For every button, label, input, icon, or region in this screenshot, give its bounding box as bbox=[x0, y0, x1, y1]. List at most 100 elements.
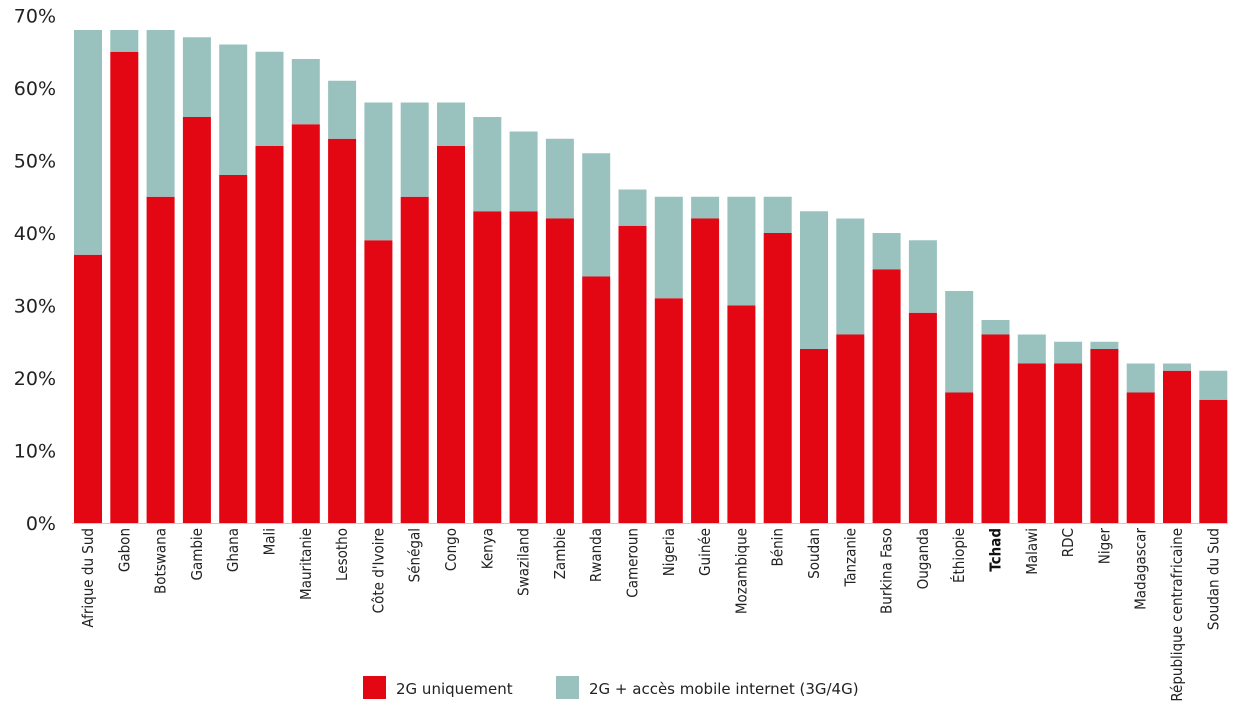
bar-group bbox=[328, 80, 357, 523]
bar-2g-only bbox=[582, 276, 611, 523]
bar-2g-only bbox=[654, 298, 683, 523]
bar-2g-plus-mobile-internet bbox=[291, 59, 320, 125]
x-tick-label: Mali bbox=[261, 528, 279, 555]
bar-2g-only bbox=[182, 117, 211, 523]
x-tick-label: Kenya bbox=[478, 528, 496, 569]
bar-group bbox=[908, 240, 937, 523]
bar-group bbox=[255, 51, 284, 523]
legend-label: 2G + accès mobile internet (3G/4G) bbox=[589, 680, 859, 698]
bar-2g-plus-mobile-internet bbox=[872, 233, 901, 270]
bar-group bbox=[74, 30, 102, 523]
bar-2g-plus-mobile-internet bbox=[328, 80, 357, 139]
x-tick-label: Malawi bbox=[1023, 528, 1041, 575]
bar-group bbox=[691, 196, 720, 523]
x-tick-label: République centrafricaine bbox=[1168, 528, 1186, 702]
bar-2g-plus-mobile-internet bbox=[1199, 370, 1228, 400]
bar-2g-only bbox=[74, 254, 102, 523]
bar-2g-plus-mobile-internet bbox=[364, 102, 393, 241]
x-tick-label: Gabon bbox=[115, 528, 133, 572]
bar-group bbox=[291, 59, 320, 523]
bar-group bbox=[182, 37, 211, 523]
bar-2g-plus-mobile-internet bbox=[219, 44, 248, 175]
bar-2g-plus-mobile-internet bbox=[255, 51, 284, 146]
bar-2g-only bbox=[219, 175, 248, 523]
y-tick-label: 60% bbox=[14, 78, 56, 100]
x-tick-label: Burkina Faso bbox=[878, 528, 896, 614]
y-axis: 0% 10% 20% 30% 40% 50% 60% 70% bbox=[14, 6, 56, 536]
bar-2g-only bbox=[691, 218, 720, 523]
x-axis: Afrique du Sud Gabon Botswana Gambie Ghana Ma… bbox=[72, 523, 1228, 702]
bar-2g-only bbox=[1017, 363, 1046, 523]
bar-2g-plus-mobile-internet bbox=[437, 102, 465, 146]
bar-2g-only bbox=[1054, 363, 1083, 523]
y-tick-label: 40% bbox=[14, 223, 56, 245]
bar-2g-only bbox=[255, 146, 284, 523]
y-tick-label: 0% bbox=[26, 513, 56, 535]
x-tick-label: Ghana bbox=[224, 528, 242, 572]
bar-2g-plus-mobile-internet bbox=[545, 138, 574, 219]
bar-2g-only bbox=[908, 312, 937, 523]
legend: 2G uniquement 2G + accès mobile internet … bbox=[363, 676, 859, 699]
y-tick-label: 70% bbox=[14, 6, 56, 28]
bar-2g-plus-mobile-internet bbox=[582, 153, 611, 277]
bar-2g-only bbox=[509, 211, 538, 523]
bar-group bbox=[800, 211, 828, 523]
y-tick-label: 30% bbox=[14, 296, 56, 318]
bar-2g-only bbox=[800, 349, 828, 523]
bar-2g-plus-mobile-internet bbox=[763, 196, 792, 233]
bar-2g-only bbox=[945, 392, 974, 523]
bar-2g-plus-mobile-internet bbox=[509, 131, 538, 212]
x-tick-label: RDC bbox=[1059, 528, 1077, 557]
bar-group bbox=[763, 196, 792, 523]
bar-2g-plus-mobile-internet bbox=[146, 30, 175, 197]
x-tick-label: Swaziland bbox=[515, 528, 533, 596]
x-tick-label: Soudan bbox=[805, 528, 823, 579]
x-tick-label: Rwanda bbox=[587, 528, 605, 582]
bar-group bbox=[618, 189, 647, 523]
bar-group bbox=[945, 291, 974, 523]
bar-group bbox=[146, 30, 175, 523]
x-tick-label: Cameroun bbox=[624, 528, 642, 598]
bar-2g-plus-mobile-internet bbox=[981, 320, 1010, 335]
x-tick-label: Bénin bbox=[769, 528, 787, 566]
y-tick-label: 10% bbox=[14, 441, 56, 463]
bar-group bbox=[1054, 341, 1083, 523]
legend-swatch bbox=[363, 676, 386, 699]
bar-2g-plus-mobile-internet bbox=[182, 37, 211, 117]
bar-2g-only bbox=[110, 51, 139, 523]
y-tick-label: 50% bbox=[14, 151, 56, 173]
x-tick-label: Sénégal bbox=[406, 528, 424, 582]
bar-group bbox=[727, 196, 756, 523]
bar-2g-only bbox=[981, 334, 1010, 523]
x-tick-label: Gambie bbox=[188, 528, 206, 581]
x-tick-label: Botswana bbox=[152, 528, 170, 594]
x-tick-label: Mozambique bbox=[732, 528, 750, 614]
bar-2g-only bbox=[146, 196, 175, 523]
bar-2g-only bbox=[545, 218, 574, 523]
bar-2g-only bbox=[872, 269, 901, 523]
bar-group bbox=[836, 218, 865, 523]
bar-2g-plus-mobile-internet bbox=[1017, 334, 1046, 364]
bar-2g-only bbox=[1163, 370, 1191, 523]
bar-2g-plus-mobile-internet bbox=[908, 240, 937, 313]
bar-2g-plus-mobile-internet bbox=[618, 189, 647, 226]
bar-2g-only bbox=[328, 138, 357, 523]
bars bbox=[74, 30, 1228, 523]
x-tick-label: Soudan du Sud bbox=[1204, 528, 1222, 630]
x-tick-label: Congo bbox=[442, 528, 460, 571]
bar-group bbox=[437, 102, 465, 523]
x-tick-label: Ouganda bbox=[914, 528, 932, 589]
bar-group bbox=[219, 44, 248, 523]
bar-2g-plus-mobile-internet bbox=[836, 218, 865, 335]
bar-group bbox=[582, 153, 611, 523]
x-tick-label: Zambie bbox=[551, 528, 569, 579]
bar-group bbox=[509, 131, 538, 523]
bar-group bbox=[1090, 341, 1119, 523]
bar-2g-plus-mobile-internet bbox=[1054, 341, 1083, 364]
x-tick-label: Mauritanie bbox=[297, 528, 315, 600]
x-tick-label: Tanzanie bbox=[841, 528, 859, 588]
bar-group bbox=[1199, 370, 1228, 523]
x-tick-label: Tchad bbox=[987, 528, 1005, 572]
bar-2g-plus-mobile-internet bbox=[74, 30, 102, 255]
bar-2g-only bbox=[727, 305, 756, 523]
